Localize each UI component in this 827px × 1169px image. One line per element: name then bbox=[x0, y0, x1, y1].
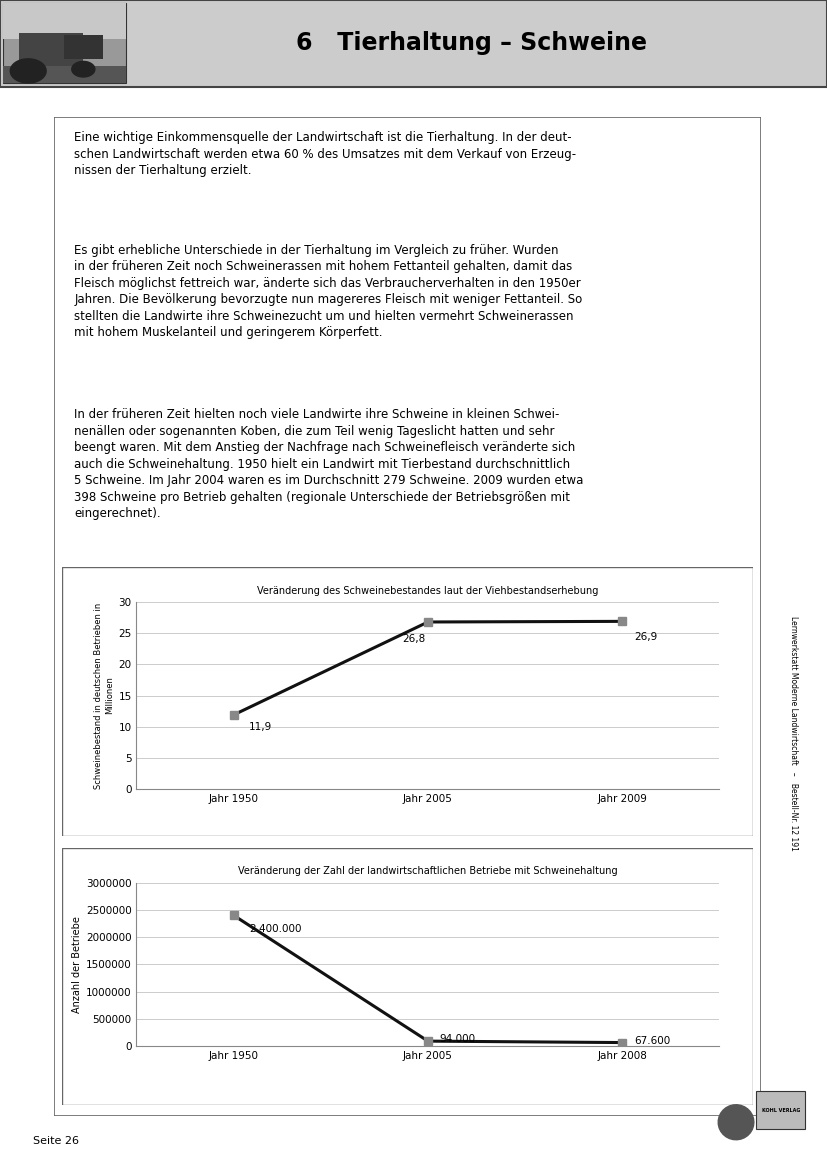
Text: Seite 26: Seite 26 bbox=[33, 1136, 79, 1146]
Text: Eine wichtige Einkommensquelle der Landwirtschaft ist die Tierhaltung. In der de: Eine wichtige Einkommensquelle der Landw… bbox=[74, 131, 576, 178]
Polygon shape bbox=[10, 58, 46, 83]
Text: 11,9: 11,9 bbox=[249, 721, 272, 732]
Bar bbox=[756, 1091, 805, 1129]
Text: 6   Tierhaltung – Schweine: 6 Tierhaltung – Schweine bbox=[296, 32, 647, 55]
Text: 94.000: 94.000 bbox=[440, 1035, 476, 1044]
Bar bbox=[65, 35, 103, 58]
Text: 2.400.000: 2.400.000 bbox=[249, 924, 302, 934]
Polygon shape bbox=[72, 62, 95, 77]
Text: 67.600: 67.600 bbox=[634, 1036, 670, 1045]
Bar bbox=[19, 33, 84, 65]
Text: KOHL VERLAG: KOHL VERLAG bbox=[762, 1108, 800, 1113]
Y-axis label: Schweinebestand in deutschen Betrieben in
Millionen: Schweinebestand in deutschen Betrieben i… bbox=[94, 602, 114, 789]
Text: In der früheren Zeit hielten noch viele Landwirte ihre Schweine in kleinen Schwe: In der früheren Zeit hielten noch viele … bbox=[74, 408, 584, 520]
Text: Lernwerkstatt Moderne Landwirtschaft   –   Bestell-Nr. 12 191: Lernwerkstatt Moderne Landwirtschaft – B… bbox=[790, 616, 798, 850]
Polygon shape bbox=[719, 1105, 754, 1140]
Title: Veränderung des Schweinebestandes laut der Viehbestandserhebung: Veränderung des Schweinebestandes laut d… bbox=[257, 586, 599, 596]
Bar bbox=[2, 4, 126, 39]
Bar bbox=[2, 65, 126, 83]
Text: 26,9: 26,9 bbox=[634, 632, 657, 642]
Title: Veränderung der Zahl der landwirtschaftlichen Betriebe mit Schweinehaltung: Veränderung der Zahl der landwirtschaftl… bbox=[238, 866, 618, 877]
Y-axis label: Anzahl der Betriebe: Anzahl der Betriebe bbox=[72, 916, 82, 1012]
Text: 26,8: 26,8 bbox=[403, 635, 426, 644]
Text: Es gibt erhebliche Unterschiede in der Tierhaltung im Vergleich zu früher. Wurde: Es gibt erhebliche Unterschiede in der T… bbox=[74, 244, 583, 339]
